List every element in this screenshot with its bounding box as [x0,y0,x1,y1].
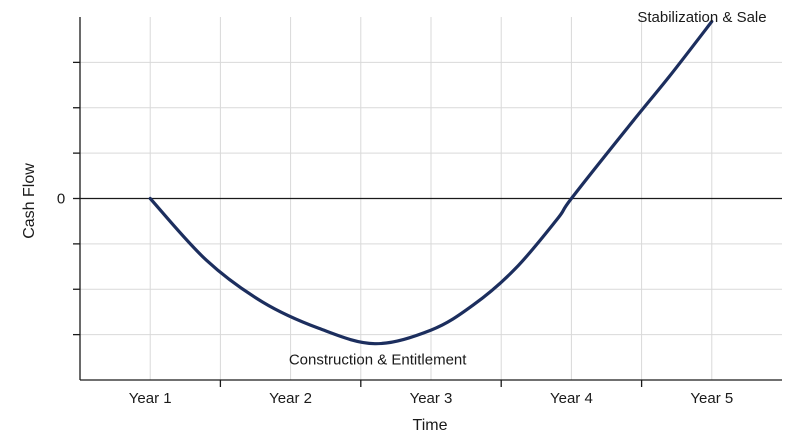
y-axis-title: Cash Flow [21,163,38,239]
x-tick-label: Year 3 [410,390,453,407]
x-tick-label: Year 4 [550,390,593,407]
y-tick-label: 0 [57,191,65,208]
x-tick-label: Year 2 [269,390,312,407]
y-tick-labels: 0 [57,191,65,208]
x-tick-label: Year 5 [690,390,733,407]
annotation-label: Construction & Entitlement [289,352,467,369]
x-axis-title: Time [413,417,448,434]
annotation-label: Stabilization & Sale [637,9,766,26]
cash-flow-line [148,19,714,346]
x-tick-labels: Year 1 Year 2 Year 3 Year 4 Year 5 [129,390,733,407]
y-ticks [73,61,80,336]
x-tick-label: Year 1 [129,390,172,407]
x-ticks [219,380,643,387]
annotations: Stabilization & Sale Construction & Entit… [289,9,767,369]
